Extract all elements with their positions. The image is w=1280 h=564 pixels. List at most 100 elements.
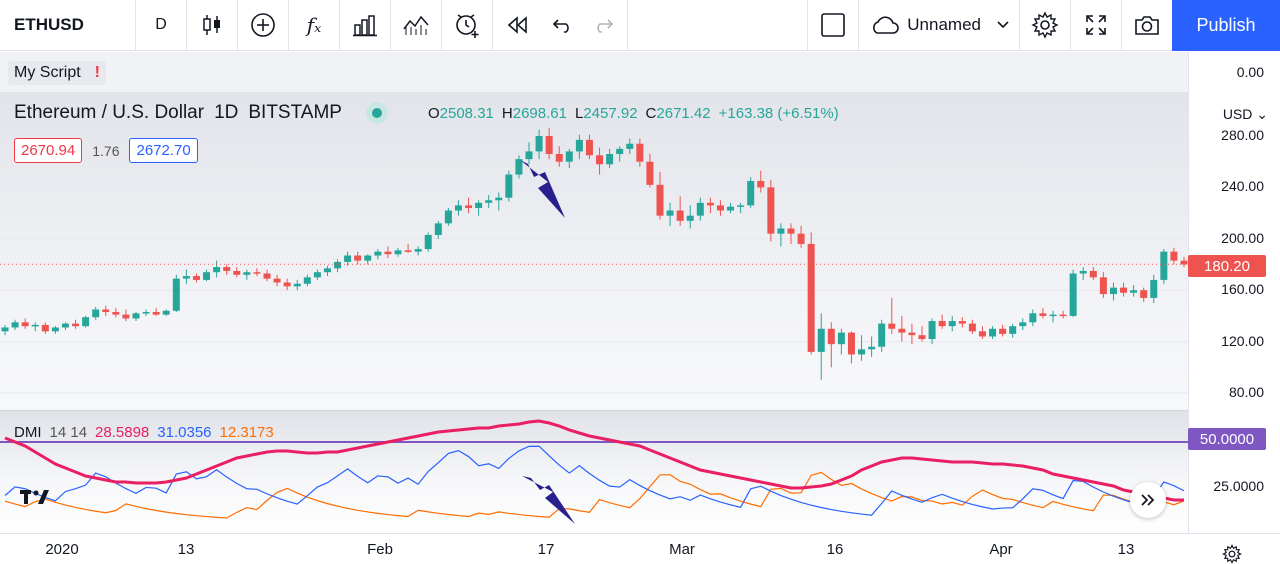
- candle-body: [676, 210, 684, 221]
- expand-icon[interactable]: [1071, 0, 1121, 51]
- candle-body: [374, 251, 382, 256]
- time-axis[interactable]: [0, 533, 1280, 564]
- candle-body: [72, 323, 80, 327]
- dmi-level-label: 50.0000: [1188, 428, 1266, 450]
- main-legend[interactable]: Ethereum / U.S. Dollar 1D BITSTAMP O2508…: [14, 102, 839, 124]
- candle-body: [162, 310, 170, 315]
- toolbar-divider: [186, 0, 187, 51]
- redo-icon[interactable]: [583, 0, 623, 51]
- candle-body: [797, 233, 805, 244]
- toolbar-divider: [237, 0, 238, 51]
- candle-body: [465, 205, 473, 208]
- candle-body: [616, 148, 624, 154]
- legend-exchange: BITSTAMP: [248, 102, 342, 123]
- spread-value: 1.76: [92, 142, 120, 159]
- strategy-icon[interactable]: [391, 0, 441, 51]
- candle-body: [827, 328, 835, 345]
- time-axis-label: 13: [1117, 541, 1135, 558]
- candle-body: [565, 151, 573, 162]
- candles-icon[interactable]: [187, 0, 237, 51]
- candle-body: [414, 249, 422, 252]
- add-compare-icon[interactable]: [238, 0, 288, 51]
- candle-body: [545, 136, 553, 154]
- candle-body: [1099, 277, 1107, 295]
- candle-body: [777, 228, 785, 234]
- camera-icon[interactable]: [1122, 0, 1172, 51]
- script-error-icon[interactable]: !: [94, 64, 100, 81]
- candle-body: [515, 159, 523, 175]
- ohlc-values: O2508.31 H2698.61 L2457.92 C2671.42 +163…: [428, 105, 839, 122]
- candle-body: [203, 272, 211, 280]
- cloud-icon: [873, 16, 900, 34]
- candle-body: [1140, 290, 1148, 298]
- candle-body: [1170, 251, 1178, 261]
- toolbar-divider: [1121, 0, 1122, 51]
- toolbar-divider: [441, 0, 442, 51]
- time-axis-label: Mar: [669, 541, 695, 558]
- interval-button[interactable]: D: [155, 16, 167, 33]
- open-key: O: [427, 104, 440, 122]
- legend-interval: 1D: [214, 102, 239, 123]
- candle-body: [505, 174, 513, 198]
- candle-body: [92, 309, 100, 318]
- indicators-icon[interactable]: 𝑓ₓ: [306, 13, 322, 37]
- candle-body: [303, 277, 311, 284]
- settings-gear-icon[interactable]: [1020, 0, 1070, 51]
- candle-body: [1039, 313, 1047, 316]
- script-legend[interactable]: My Script !: [8, 61, 106, 85]
- toolbar-divider: [627, 0, 628, 51]
- currency-select[interactable]: USD ⌄: [1222, 106, 1268, 122]
- candle-body: [11, 322, 19, 328]
- candle-body: [485, 200, 493, 203]
- candle-body: [908, 332, 916, 336]
- dmi-axis-tick: 25.0000: [1213, 478, 1264, 494]
- toolbar-divider: [858, 0, 860, 51]
- publish-button[interactable]: Publish: [1172, 0, 1280, 51]
- undo-icon[interactable]: [543, 0, 583, 51]
- layout-name-button[interactable]: Unnamed: [859, 0, 1019, 51]
- pane-divider[interactable]: [0, 410, 1280, 411]
- candle-body: [132, 313, 140, 319]
- candle-body: [1019, 322, 1027, 327]
- time-axis-label: 13: [177, 541, 195, 558]
- candle-body: [575, 139, 583, 152]
- candle-body: [878, 323, 886, 347]
- annotation-arrow-icon: [522, 476, 575, 524]
- candle-body: [102, 309, 110, 313]
- price-axis[interactable]: 0.00 USD ⌄: [1188, 52, 1280, 533]
- candle-body: [424, 234, 432, 250]
- time-axis-label: 17: [537, 541, 555, 558]
- fullscreen-square-icon[interactable]: [808, 0, 858, 51]
- chart-settings-gear-icon[interactable]: [1214, 536, 1250, 564]
- toolbar-divider: [135, 0, 136, 51]
- chart-area[interactable]: My Script ! Ethereum / U.S. Dollar 1D BI…: [0, 52, 1280, 564]
- buy-price-button[interactable]: 2672.70: [129, 138, 198, 163]
- symbol-title: Ethereum / U.S. Dollar: [14, 102, 205, 123]
- replay-icon[interactable]: [493, 0, 543, 51]
- candle-body: [263, 273, 271, 279]
- toolbar-divider: [288, 0, 289, 51]
- candle-body: [1079, 270, 1087, 274]
- candle-body: [122, 314, 130, 319]
- dmi-minus-di-line: [4, 471, 1185, 519]
- candle-body: [283, 282, 291, 287]
- candle-body: [585, 139, 593, 156]
- layout-name-label: Unnamed: [907, 15, 981, 34]
- scroll-to-realtime-button[interactable]: [1130, 482, 1166, 518]
- candle-body: [958, 321, 966, 324]
- tradingview-logo[interactable]: [20, 489, 50, 512]
- top-toolbar: ETHUSD D 𝑓ₓ Unnamed: [0, 0, 1280, 51]
- candle-body: [737, 205, 745, 207]
- candle-body: [858, 349, 866, 355]
- script-pane[interactable]: [0, 52, 1188, 92]
- candle-body: [787, 228, 795, 234]
- alert-icon[interactable]: [442, 0, 492, 51]
- candle-body: [807, 243, 815, 352]
- symbol-search-button[interactable]: ETHUSD: [14, 15, 84, 34]
- dmi-adx-line: [4, 419, 1184, 502]
- sell-price-button[interactable]: 2670.94: [14, 138, 83, 163]
- candle-body: [1029, 313, 1037, 323]
- price-pane[interactable]: [0, 92, 1188, 410]
- templates-icon[interactable]: [340, 0, 390, 51]
- dmi-legend[interactable]: DMI 14 14 28.5898 31.0356 12.3173: [14, 424, 274, 441]
